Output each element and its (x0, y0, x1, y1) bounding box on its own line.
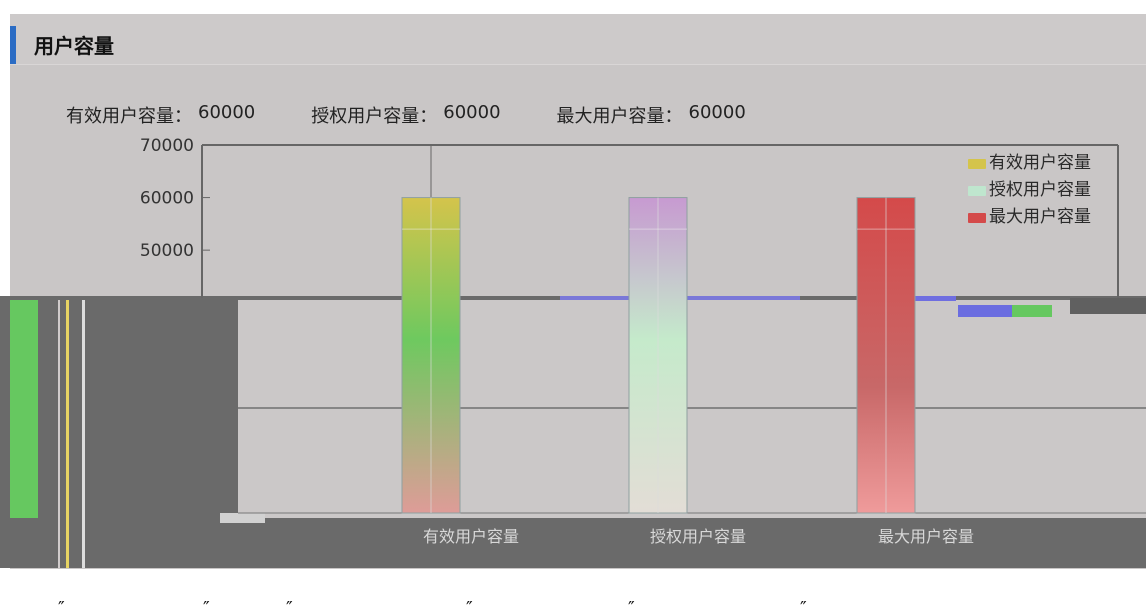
authorized-capacity-stat: 授权用户容量： 60000 (311, 102, 500, 132)
legend-item-max: 最大用户容量 (968, 204, 1138, 231)
max-capacity-value: 60000 (688, 102, 746, 123)
quote-mark: ″ (58, 598, 65, 615)
quote-mark: ″ (466, 598, 473, 615)
glitch-artifact (876, 296, 956, 301)
quote-mark: ″ (203, 598, 210, 615)
x-tick-label: 有效用户容量 (423, 527, 519, 546)
legend-label-effective: 有效用户容量 (989, 153, 1091, 173)
footer-quote-marks: ″ ″ ″ ″ ″ ″ (58, 598, 818, 615)
chart-bars (401, 197, 916, 514)
glitch-artifact (1070, 298, 1146, 314)
max-capacity-stat: 最大用户容量： 60000 (557, 102, 746, 132)
chart-labels: 50000 60000 70000 有效用户容量 授权用户容量 最大用户容量 (140, 136, 974, 546)
chart-legend: 有效用户容量 授权用户容量 最大用户容量 (968, 150, 1138, 231)
glitch-corner (220, 513, 265, 523)
quote-mark: ″ (286, 598, 293, 615)
glitch-stripe (66, 300, 69, 568)
panel-header: 用户容量 (10, 14, 1146, 65)
glitch-green-column (10, 300, 38, 518)
capacity-stats: 有效用户容量： 60000 授权用户容量： 60000 最大用户容量： 6000… (66, 102, 966, 132)
chart-axes (201, 144, 1146, 514)
y-tick-label: 50000 (140, 241, 194, 261)
legend-label-max: 最大用户容量 (989, 207, 1091, 227)
glitch-light-area (238, 300, 1146, 518)
glitch-stripe (58, 300, 60, 568)
glitch-stripe (82, 300, 85, 568)
x-tick-label: 授权用户容量 (650, 527, 746, 546)
max-capacity-label: 最大用户容量： (556, 106, 683, 127)
glitch-artifact (1012, 305, 1052, 317)
legend-label-authorized: 授权用户容量 (989, 180, 1091, 200)
y-tick-label: 60000 (140, 189, 194, 209)
header-accent-bar (10, 26, 16, 64)
legend-swatch-authorized (968, 185, 986, 196)
legend-swatch-max (968, 212, 986, 223)
quote-mark: ″ (628, 598, 635, 615)
quote-mark: ″ (800, 598, 807, 615)
effective-capacity-value: 60000 (198, 102, 256, 123)
legend-item-authorized: 授权用户容量 (968, 177, 1138, 204)
render-glitch-layer (0, 296, 1146, 568)
legend-swatch-effective (968, 158, 986, 169)
panel-title: 用户容量 (34, 34, 114, 58)
glitch-artifact (958, 305, 1028, 317)
effective-capacity-stat: 有效用户容量： 60000 (66, 102, 255, 132)
authorized-capacity-label: 授权用户容量： (311, 106, 438, 127)
effective-capacity-label: 有效用户容量： (66, 106, 192, 127)
x-tick-label: 最大用户容量 (878, 527, 974, 546)
legend-item-effective: 有效用户容量 (968, 150, 1138, 177)
authorized-capacity-value: 60000 (443, 102, 501, 123)
y-tick-label: 70000 (140, 136, 194, 156)
